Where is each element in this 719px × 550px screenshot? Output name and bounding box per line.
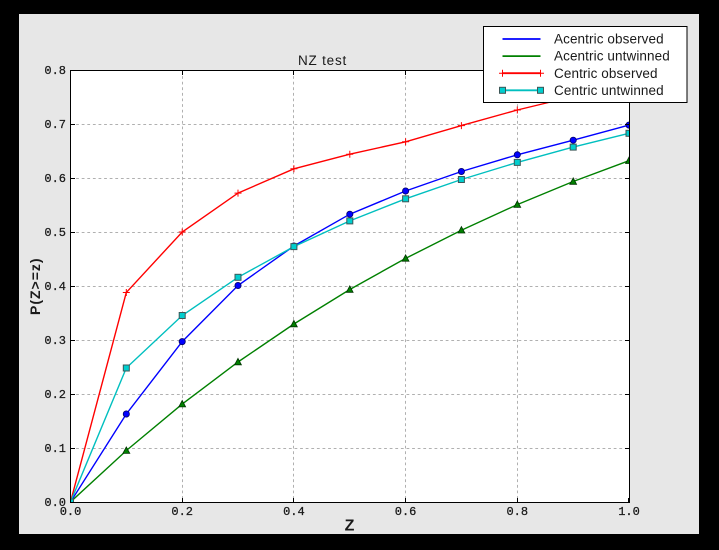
svg-text:0.7: 0.7 [44, 118, 66, 132]
svg-text:1.0: 1.0 [618, 505, 640, 519]
svg-text:0.2: 0.2 [44, 388, 66, 402]
svg-text:Centric untwinned: Centric untwinned [554, 83, 664, 98]
svg-text:0.4: 0.4 [44, 280, 66, 294]
svg-text:0.4: 0.4 [283, 505, 305, 519]
svg-text:0.6: 0.6 [44, 172, 66, 186]
svg-text:0.1: 0.1 [44, 442, 66, 456]
svg-text:Z: Z [345, 518, 355, 535]
svg-text:0.8: 0.8 [44, 64, 66, 78]
svg-text:Acentric observed: Acentric observed [554, 32, 664, 47]
svg-text:P(Z>=z): P(Z>=z) [27, 257, 43, 315]
svg-text:0.3: 0.3 [44, 334, 66, 348]
svg-text:0.2: 0.2 [171, 505, 193, 519]
svg-text:NZ test: NZ test [298, 53, 347, 68]
svg-text:0.0: 0.0 [60, 505, 82, 519]
svg-text:0.0: 0.0 [44, 496, 66, 510]
svg-text:Centric observed: Centric observed [554, 66, 658, 81]
svg-text:0.5: 0.5 [44, 226, 66, 240]
svg-text:0.6: 0.6 [395, 505, 417, 519]
svg-text:Acentric untwinned: Acentric untwinned [554, 49, 670, 64]
svg-text:0.8: 0.8 [506, 505, 528, 519]
